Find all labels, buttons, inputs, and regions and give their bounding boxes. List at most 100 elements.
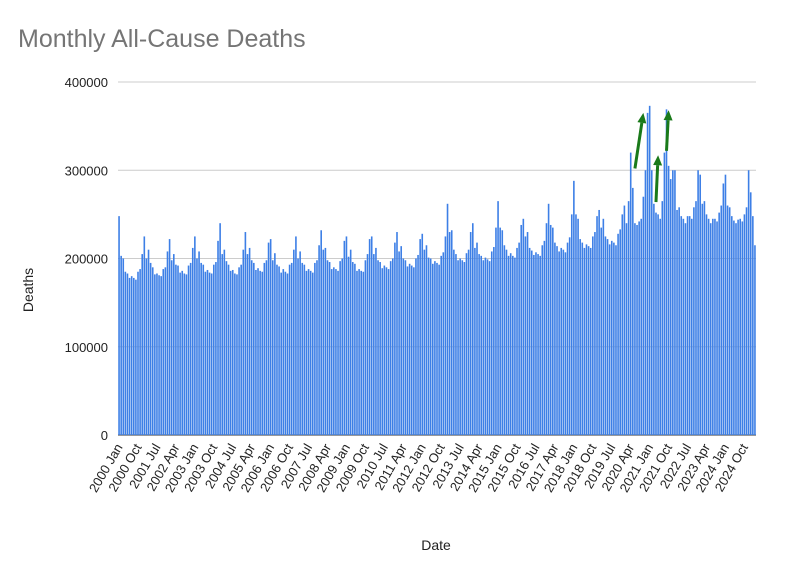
bar <box>745 207 748 435</box>
bar <box>686 216 689 435</box>
bar <box>354 263 356 435</box>
bar <box>295 236 297 435</box>
bar <box>139 269 141 435</box>
annotation-arrows <box>633 110 673 203</box>
bar <box>118 216 120 435</box>
bar <box>236 274 238 435</box>
bar <box>343 240 346 435</box>
bar <box>396 232 398 435</box>
bar <box>391 258 394 435</box>
bar <box>164 267 167 435</box>
bar <box>509 253 512 435</box>
bar <box>191 247 194 435</box>
bar <box>592 236 594 435</box>
bar <box>705 214 708 435</box>
bar <box>585 244 588 435</box>
bar <box>726 205 729 435</box>
bar <box>305 270 308 435</box>
bar <box>225 261 228 435</box>
bar <box>455 254 457 435</box>
bar <box>629 152 632 435</box>
bar <box>642 196 645 435</box>
bar <box>463 262 466 435</box>
bar <box>453 249 455 435</box>
bar <box>490 251 493 435</box>
bar <box>722 183 725 435</box>
bar <box>316 260 318 435</box>
bar <box>570 214 573 435</box>
bar <box>122 258 125 435</box>
bar <box>373 254 375 435</box>
bar <box>598 209 600 435</box>
bar <box>587 246 590 435</box>
bar <box>345 236 348 435</box>
bar <box>680 216 683 435</box>
bar <box>697 170 699 435</box>
bar <box>518 242 520 435</box>
bar <box>162 269 165 435</box>
bar <box>533 254 535 435</box>
y-axis-ticks: 0 100000 200000 300000 400000 <box>65 75 108 443</box>
bar <box>560 247 563 435</box>
bar <box>672 170 674 435</box>
bar <box>421 233 424 435</box>
bar <box>154 274 156 435</box>
bar <box>754 245 756 435</box>
bar <box>318 245 320 435</box>
bar <box>278 266 280 435</box>
bar <box>728 207 731 435</box>
bar <box>604 236 607 435</box>
bar <box>215 262 217 435</box>
bar <box>227 264 230 435</box>
bar <box>265 260 268 435</box>
bar <box>575 214 577 435</box>
bar <box>204 271 207 435</box>
bar <box>608 244 611 435</box>
bar <box>552 227 554 435</box>
bar <box>166 251 169 435</box>
bar <box>124 271 127 435</box>
bar <box>322 249 325 435</box>
bar <box>701 203 704 435</box>
bar <box>406 266 409 435</box>
bar <box>328 262 331 435</box>
bar <box>377 260 379 435</box>
bar <box>457 260 459 435</box>
bar <box>170 260 173 435</box>
bar <box>655 212 657 435</box>
bar <box>200 262 202 435</box>
bar <box>168 239 171 435</box>
bar <box>524 236 527 435</box>
bar <box>564 252 567 435</box>
bar <box>425 245 428 435</box>
bar <box>747 170 750 435</box>
y-axis-label: Deaths <box>20 268 36 312</box>
bar <box>282 269 285 435</box>
bar <box>512 255 514 435</box>
bar <box>244 232 247 435</box>
bar <box>299 251 301 435</box>
bar <box>206 269 209 435</box>
bar <box>507 255 510 435</box>
bar <box>541 245 544 435</box>
bar <box>231 269 234 435</box>
bar <box>556 246 558 435</box>
bar <box>419 239 421 435</box>
bar <box>255 269 257 435</box>
bar <box>581 242 584 435</box>
bar <box>526 232 529 435</box>
bar <box>514 257 516 435</box>
bar <box>476 242 478 435</box>
bar <box>657 214 659 435</box>
bar <box>288 264 291 435</box>
bar <box>297 258 299 435</box>
bar <box>469 232 472 435</box>
bar <box>177 265 179 435</box>
bar <box>337 270 339 435</box>
bar <box>238 267 240 435</box>
bar <box>259 270 261 435</box>
bar <box>528 247 531 435</box>
bar <box>602 218 605 435</box>
bar <box>394 242 396 435</box>
bar <box>484 257 487 435</box>
